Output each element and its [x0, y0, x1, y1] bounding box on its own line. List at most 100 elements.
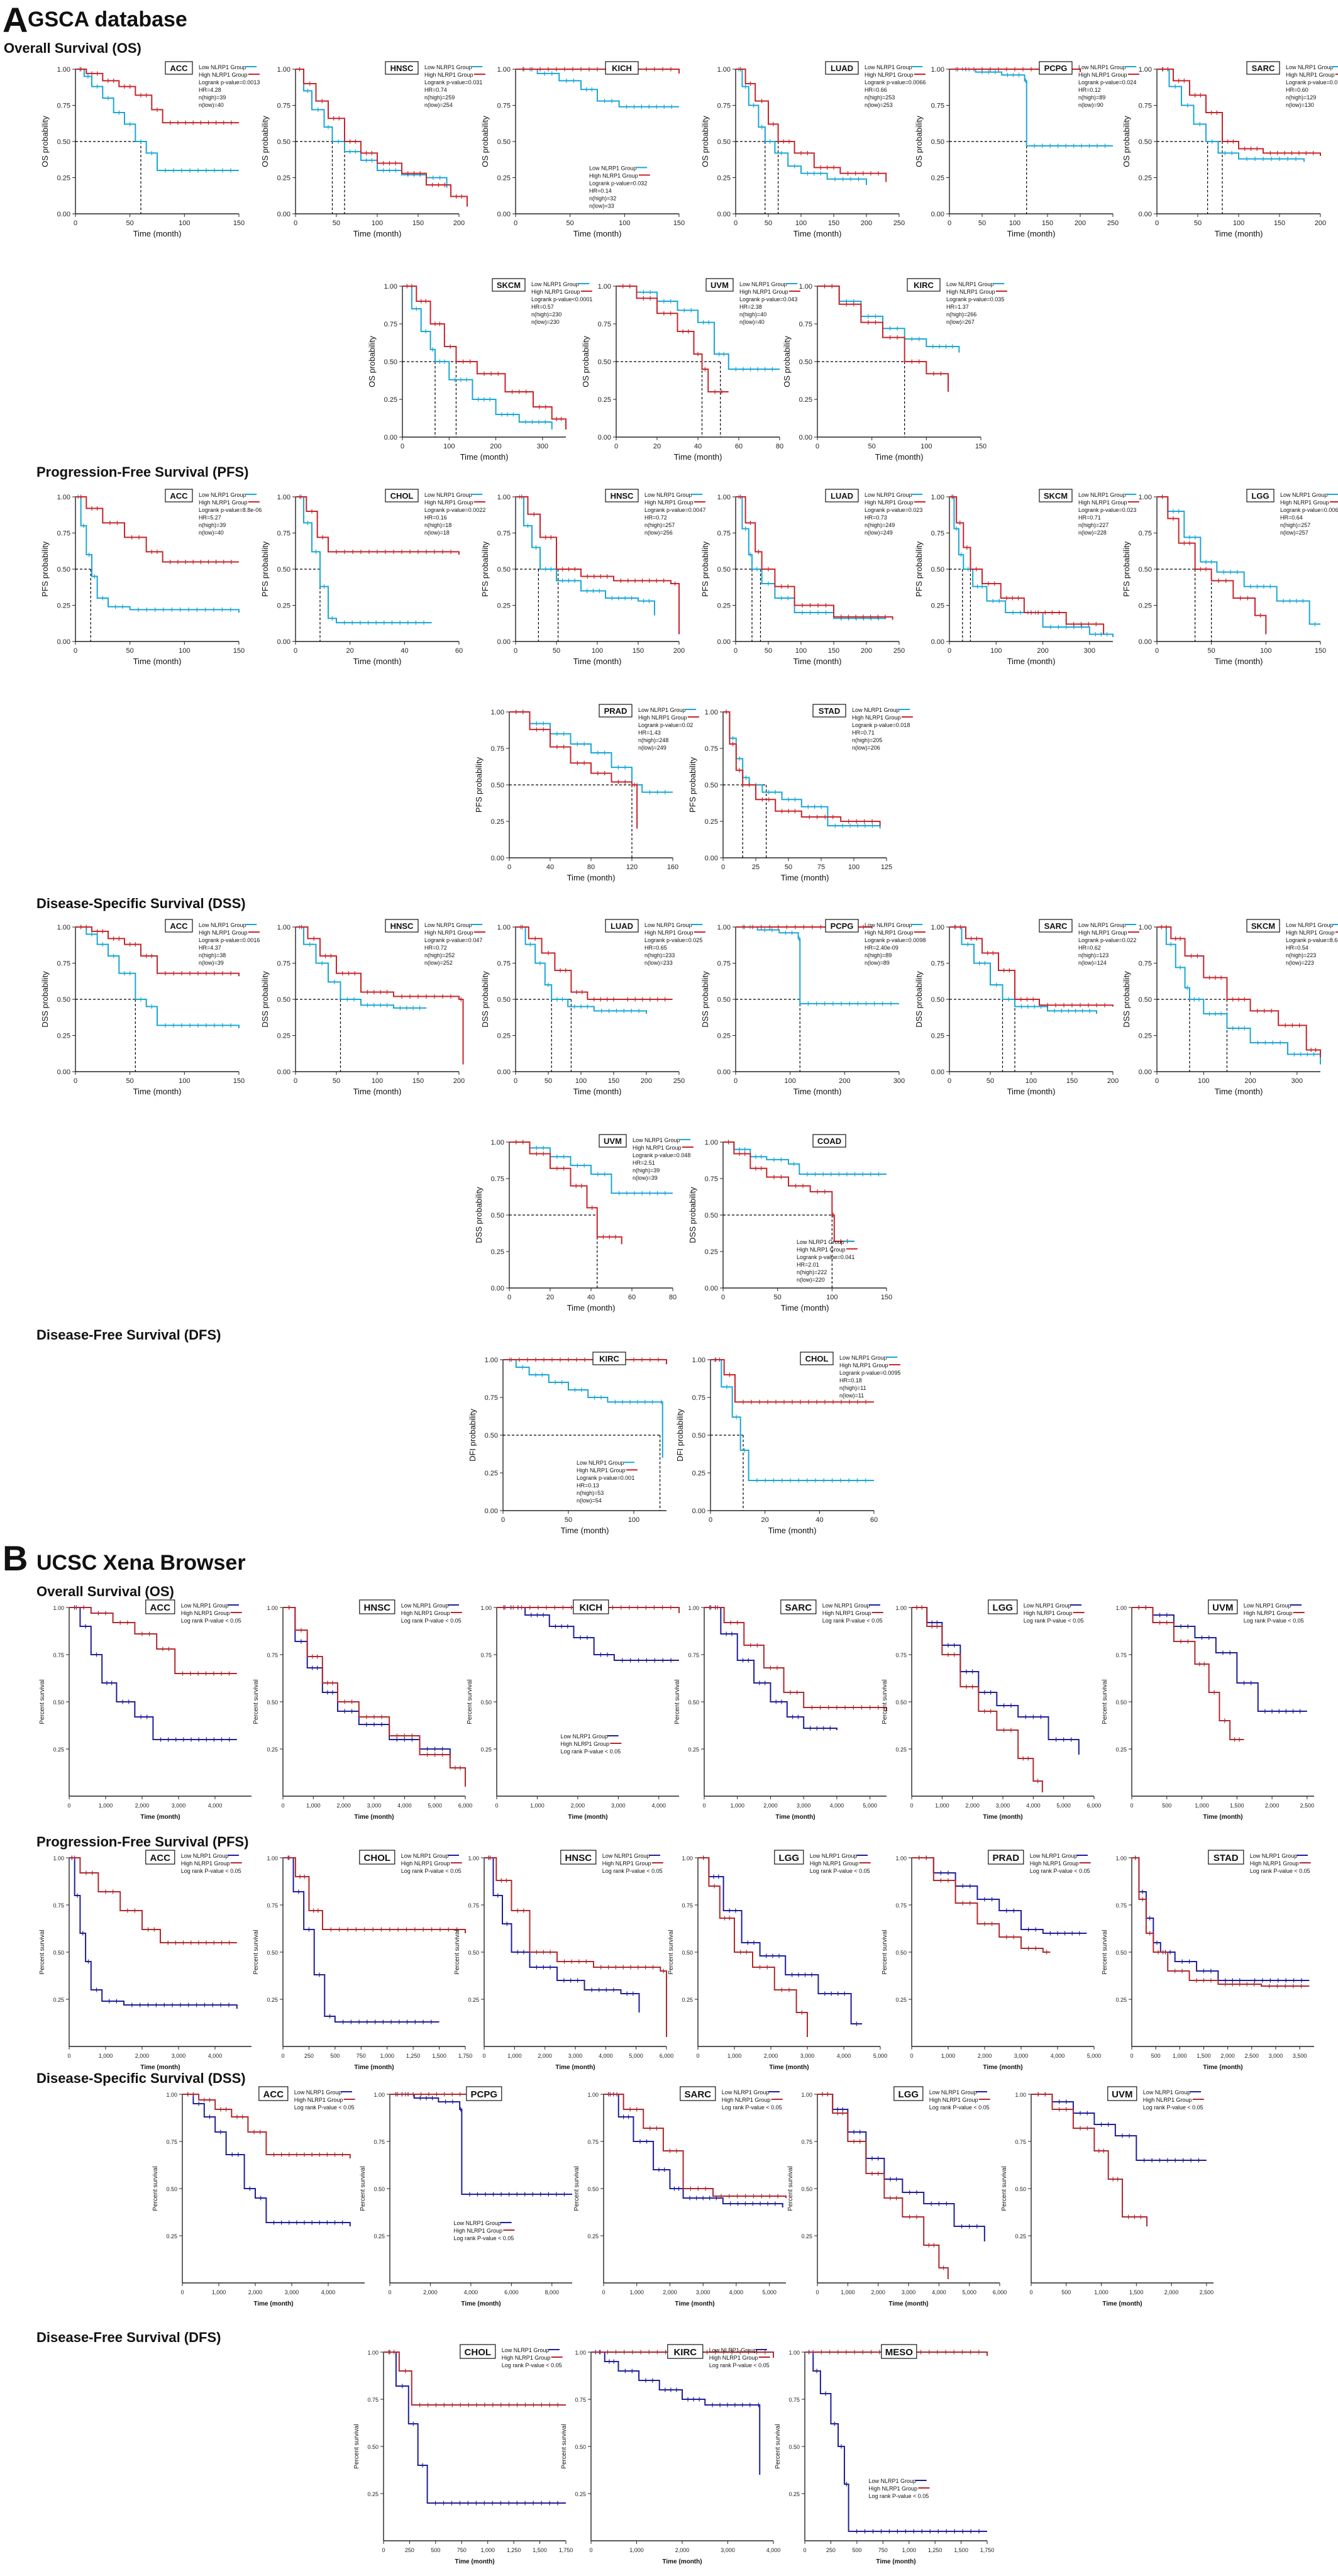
x-tick-label: 1,000 — [99, 1802, 113, 1809]
legend-entry: Low NLRP1 Group — [1078, 492, 1126, 498]
stat-label: n(high)=249 — [865, 522, 895, 528]
km-curve-low — [516, 496, 655, 616]
cancer-tag-box — [667, 2344, 704, 2359]
legend-entry: Low NLRP1 Group — [577, 1460, 624, 1466]
km-curve-high — [736, 926, 873, 929]
x-tick-label: 0 — [507, 1294, 511, 1301]
legend-entry: High NLRP1 Group — [865, 72, 914, 78]
x-tick-label: 300 — [1084, 647, 1095, 655]
y-axis-label: PFS probability — [480, 541, 490, 597]
stat-label: HR=0.54 — [1286, 945, 1308, 951]
x-tick-label: 1,750 — [559, 2547, 573, 2553]
row-title-xena-dss: Disease-Specific Survival (DSS) — [36, 2070, 246, 2086]
x-tick-label: 1,000 — [727, 2053, 742, 2059]
legend-entry: Low NLRP1 Group — [181, 1602, 229, 1609]
km-panel-a-dss-pcpg: 0.00 0.25 0.50 0.75 1.00 0 100 200 300 Time (mont… — [700, 919, 926, 1096]
km-curve-low — [805, 2351, 987, 2532]
km-curve-high — [736, 69, 887, 182]
x-tick-label: 2,000 — [675, 2547, 690, 2553]
x-tick-label: 100 — [921, 443, 932, 450]
x-tick-label: 0 — [495, 1802, 498, 1809]
x-tick-label: 2,000 — [423, 2289, 438, 2296]
stat-label: n(low)=11 — [839, 1392, 864, 1399]
y-tick-label: 0.00 — [491, 855, 504, 862]
y-tick-label: 1.00 — [485, 1357, 498, 1364]
y-tick-label: 0.75 — [277, 960, 290, 968]
y-axis-label: PFS probability — [1122, 541, 1131, 597]
km-curve-low — [503, 1359, 663, 1458]
legend-entry: Log rank P-value < 0.05 — [401, 1618, 462, 1624]
x-tick-label: 60 — [628, 1294, 636, 1301]
y-tick-label: 1.00 — [1139, 66, 1152, 74]
stat-label: HR=0.16 — [424, 514, 447, 521]
x-tick-label: 200 — [861, 647, 872, 655]
legend-entry: High NLRP1 Group — [424, 930, 473, 936]
x-tick-label: 1,500 — [1230, 1802, 1244, 1809]
y-axis-label: Percent survival — [882, 1679, 888, 1724]
stat-label: HR=0.72 — [424, 945, 447, 951]
x-axis-label: Time (month) — [781, 1303, 829, 1313]
x-tick-label: 50 — [1208, 647, 1215, 655]
legend-entry: High NLRP1 Group — [865, 930, 914, 936]
y-tick-label: 0.25 — [682, 1997, 693, 2003]
y-tick-label: 0.75 — [575, 2397, 586, 2403]
x-tick-label: 0 — [910, 1802, 913, 1809]
cancer-tag-box — [1039, 61, 1073, 75]
legend-entry: Log rank P-value < 0.05 — [1030, 1868, 1090, 1874]
stat-label: HR=0.60 — [1286, 87, 1308, 93]
cancer-tag: UVM — [604, 1136, 622, 1146]
stat-label: n(high)=18 — [424, 522, 451, 528]
y-axis-label: DFI probability — [675, 1409, 685, 1462]
x-axis-label: Time (month) — [461, 2301, 500, 2307]
x-tick-label: 750 — [457, 2547, 467, 2553]
stat-label: n(low)=40 — [739, 319, 765, 325]
legend-entry: Log rank P-value < 0.05 — [454, 2235, 514, 2241]
x-tick-label: 500 — [1061, 2289, 1071, 2296]
stat-label: Logrank p-value<0.0001 — [531, 296, 592, 303]
y-tick-label: 0.25 — [53, 1746, 64, 1753]
y-tick-label: 0.75 — [692, 1394, 705, 1402]
legend-entry: High NLRP1 Group — [454, 2228, 503, 2234]
stat-label: HR=0.66 — [865, 87, 887, 93]
x-tick-label: 0 — [382, 2547, 385, 2553]
stat-label: n(high)=248 — [638, 737, 668, 743]
km-curve-high — [1031, 2094, 1148, 2226]
x-tick-label: 1,750 — [458, 2053, 473, 2059]
x-tick-label: 100 — [619, 219, 630, 227]
cancer-tag: STAD — [1214, 1853, 1239, 1863]
y-tick-label: 0.75 — [57, 103, 70, 110]
legend-entry: Low NLRP1 Group — [181, 1853, 229, 1859]
km-curve-low — [69, 1607, 237, 1740]
cancer-tag: ACC — [170, 921, 188, 931]
x-tick-label: 5,000 — [762, 2289, 777, 2296]
y-tick-label: 0.75 — [717, 960, 731, 968]
y-axis-label: Percent survival — [882, 1929, 888, 1974]
km-curve-low — [516, 69, 679, 108]
x-tick-label: 1,000 — [935, 1802, 949, 1809]
stat-label: Logrank p-value=0.032 — [589, 180, 647, 186]
stat-label: n(high)=233 — [644, 952, 675, 958]
y-tick-label: 0.25 — [491, 818, 504, 826]
x-axis-label: Time (month) — [1007, 229, 1056, 238]
y-axis-label: DSS probability — [260, 971, 270, 1028]
x-tick-label: 0 — [514, 1077, 517, 1085]
legend-entry: High NLRP1 Group — [929, 2097, 978, 2103]
stat-label: n(low)=249 — [865, 530, 893, 536]
y-tick-label: 0.75 — [1139, 530, 1152, 538]
cancer-tag-box — [466, 2086, 502, 2101]
y-tick-label: 0.75 — [491, 745, 504, 753]
stat-label: n(low)=252 — [424, 960, 453, 966]
y-axis-label: Percent survival — [1102, 1929, 1109, 1974]
y-tick-label: 1.00 — [931, 494, 944, 501]
legend-entry: Low NLRP1 Group — [929, 2089, 977, 2096]
cancer-tag: HNSC — [565, 1853, 592, 1863]
cancer-tag: HNSC — [390, 64, 414, 73]
legend-entry: Log rank P-value < 0.05 — [181, 1868, 241, 1874]
y-axis-label: OS probability — [1122, 116, 1131, 167]
x-tick-label: 5,000 — [1087, 2053, 1102, 2059]
y-tick-label: 0.50 — [384, 358, 397, 366]
stat-label: Logrank p-value=0.041 — [797, 1254, 854, 1260]
cancer-tag-box — [560, 1850, 597, 1865]
y-tick-label: 0.75 — [480, 1652, 492, 1658]
km-curve-low — [949, 926, 1097, 1014]
